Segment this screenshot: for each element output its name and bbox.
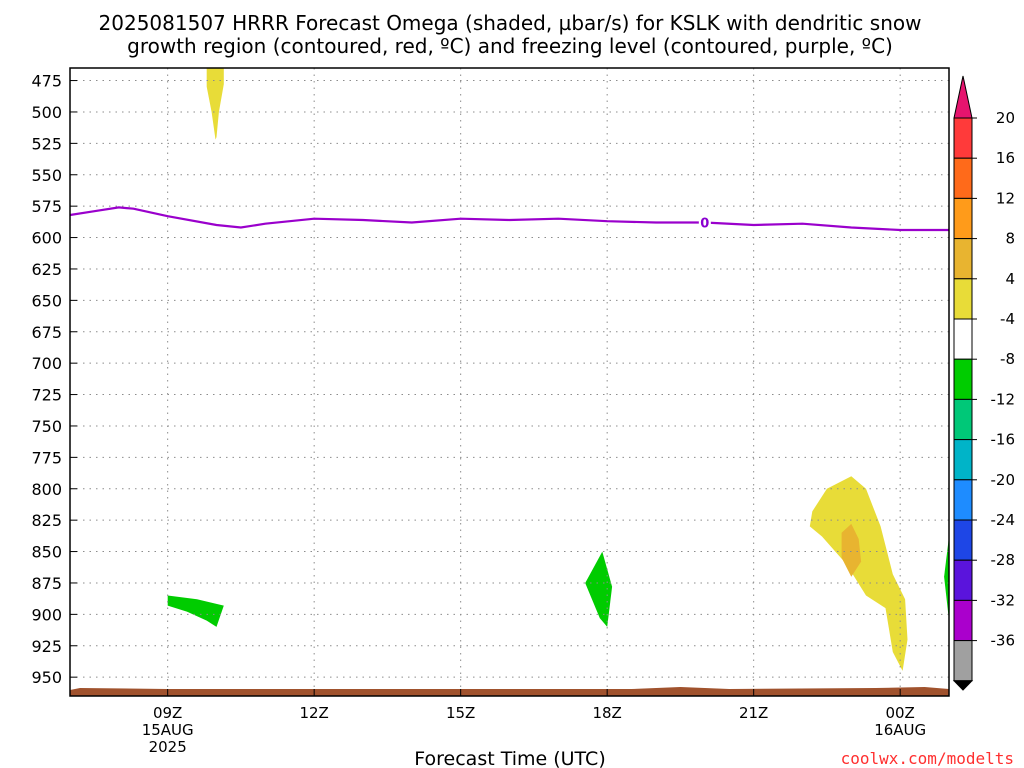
title-line-1: 2025081507 HRRR Forecast Omega (shaded, … (99, 11, 922, 35)
plot-frame (69, 67, 950, 697)
colorbar-box-3 (953, 197, 973, 240)
y-tick-label-575: 575 (31, 197, 62, 216)
colorbar-label-1: 20 (996, 109, 1015, 127)
y-tick-label-625: 625 (31, 260, 62, 279)
y-tick-label-525: 525 (31, 134, 62, 153)
colorbar-label-11: -24 (991, 511, 1016, 529)
colorbar-label-9: -16 (991, 431, 1016, 449)
colorbar-label-3: 12 (996, 189, 1015, 207)
y-tick-label-475: 475 (31, 72, 62, 91)
colorbar-label-8: -12 (991, 390, 1016, 408)
colorbar-box-11 (953, 519, 973, 561)
colorbar-box-13 (953, 599, 973, 642)
colorbar-label-4: 8 (1005, 230, 1015, 248)
colorbar-label-7: -8 (1000, 350, 1015, 368)
chart-title: 2025081507 HRRR Forecast Omega (shaded, … (99, 11, 922, 58)
colorbar-box-10 (953, 479, 973, 521)
freezing-level-line (69, 206, 949, 232)
x-tick-label-17: 00Z 16AUG (874, 704, 926, 739)
grid (70, 68, 949, 696)
x-tick-label-14: 21Z (739, 704, 768, 722)
colorbar-box-4 (953, 238, 973, 280)
omega-region-3 (841, 523, 862, 577)
y-tick-label-900: 900 (31, 605, 62, 624)
y-tick-label-600: 600 (31, 229, 62, 248)
colorbar-box-12 (953, 559, 973, 601)
omega-shading (167, 68, 949, 671)
y-tick-label-925: 925 (31, 637, 62, 656)
colorbar-box-6 (953, 318, 973, 360)
y-tick-label-800: 800 (31, 480, 62, 499)
y-tick-label-950: 950 (31, 668, 62, 687)
x-tick-label-8: 15Z (446, 704, 475, 722)
colorbar-box-2 (953, 157, 973, 199)
colorbar-box-9 (953, 439, 973, 481)
y-tick-label-675: 675 (31, 323, 62, 342)
terrain-edge (70, 687, 949, 690)
y-tick-label-775: 775 (31, 448, 62, 467)
plot-area: 0 (69, 67, 950, 697)
colorbar-label-2: 16 (996, 149, 1015, 167)
colorbar-box-8 (953, 398, 973, 441)
y-tick-label-700: 700 (31, 354, 62, 373)
colorbar-label-6: -4 (1000, 310, 1015, 328)
y-axis: 475 500 525 550 575 600 625 650 675 700 725 750 775 8… (31, 72, 77, 687)
y-tick-label-725: 725 (31, 386, 62, 405)
freezing-level-label-bg (698, 214, 711, 231)
colorbar: 20 16 12 8 4 -4 -8 -12 -16 -20 -24 -28 -32 -36 (952, 75, 1016, 691)
colorbar-box-5 (953, 278, 973, 320)
x-axis: 09Z 15AUG 2025 12Z 15Z 18Z 21Z 00Z 16AUG (142, 689, 926, 756)
x-tick-label-5: 12Z (299, 704, 328, 722)
colorbar-box-1 (953, 117, 973, 159)
x-tick-label-2: 09Z 15AUG 2025 (142, 704, 194, 756)
terrain-ground (70, 690, 949, 696)
colorbar-top-triangle (953, 75, 973, 119)
y-tick-label-500: 500 (31, 103, 62, 122)
x-axis-title: Forecast Time (UTC) (414, 748, 605, 768)
terrain (70, 687, 949, 696)
x-tick-label-11: 18Z (592, 704, 621, 722)
colorbar-label-10: -20 (991, 471, 1016, 489)
omega-region-1 (206, 68, 224, 140)
y-tick-label-875: 875 (31, 574, 62, 593)
y-tick-label-850: 850 (31, 543, 62, 562)
colorbar-box-7 (953, 358, 973, 400)
colorbar-box-14 (953, 640, 973, 682)
colorbar-label-5: 4 (1005, 270, 1015, 288)
omega-region-6 (944, 536, 949, 621)
y-tick-label-650: 650 (31, 291, 62, 310)
colorbar-label-12: -28 (991, 551, 1016, 569)
colorbar-label-14: -36 (991, 632, 1016, 650)
y-tick-label-825: 825 (31, 511, 62, 530)
colorbar-bottom-triangle (952, 680, 974, 691)
omega-region-4 (167, 595, 224, 627)
credit-text[interactable]: coolwx.com/modelts (841, 749, 1014, 768)
colorbar-label-13: -32 (991, 591, 1016, 609)
omega-region-5 (585, 551, 613, 627)
title-line-2: growth region (contoured, red, ºC) and f… (127, 34, 893, 58)
freezing-level: 0 (69, 206, 949, 232)
y-tick-label-750: 750 (31, 417, 62, 436)
freezing-level-label: 0 (700, 216, 709, 231)
y-tick-label-550: 550 (31, 166, 62, 185)
omega-region-2 (809, 476, 908, 671)
plot-background (70, 68, 949, 696)
